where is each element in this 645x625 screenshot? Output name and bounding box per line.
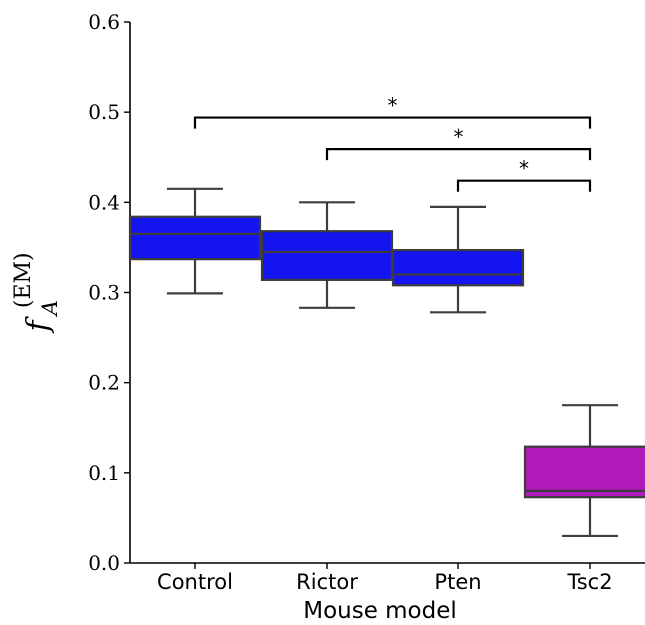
box-pten <box>391 205 525 314</box>
y-tick-label: 0.4 <box>88 190 120 214</box>
significance-bracket: * <box>456 157 592 192</box>
significance-bracket: * <box>325 125 592 161</box>
y-axis-title-base: f <box>21 316 56 334</box>
significance-star: * <box>388 94 398 118</box>
bracket-line <box>325 148 592 161</box>
y-tick-label: 0.5 <box>88 100 120 124</box>
iqr-box <box>391 249 525 287</box>
significance-brackets: * * * <box>193 94 592 192</box>
x-tick-label: Rictor <box>296 570 358 594</box>
y-axis-title-subscript: A <box>38 300 62 317</box>
y-tick-label: 0.2 <box>88 371 120 395</box>
x-axis-title: Mouse model <box>303 598 457 624</box>
y-tick-label: 0.0 <box>88 551 120 575</box>
axes: 0.0 0.1 0.2 0.3 0.4 0.5 0.6 Control Rictor Pten Ts… <box>88 10 645 594</box>
y-tick-label: 0.1 <box>88 461 120 485</box>
y-tick-label: 0.6 <box>88 10 120 34</box>
box-control <box>128 187 262 295</box>
y-axis-title-superscript: (EM) <box>11 252 36 308</box>
iqr-box <box>128 215 262 261</box>
bracket-line <box>193 116 592 129</box>
bracket-line <box>456 179 592 192</box>
iqr-box <box>523 445 645 499</box>
significance-star: * <box>454 125 464 149</box>
box-rictor <box>260 201 394 309</box>
x-tick-label: Tsc2 <box>566 570 612 594</box>
significance-star: * <box>519 157 529 181</box>
x-tick-label: Control <box>157 570 233 594</box>
significance-bracket: * <box>193 94 592 129</box>
boxes <box>128 187 645 538</box>
y-axis-title: f A (EM) <box>11 252 62 333</box>
axis-labels: Mouse model f A (EM) <box>11 252 457 624</box>
box-tsc2 <box>523 404 645 538</box>
x-tick-label: Pten <box>434 570 481 594</box>
iqr-box <box>260 230 394 281</box>
y-tick-label: 0.3 <box>88 281 120 305</box>
